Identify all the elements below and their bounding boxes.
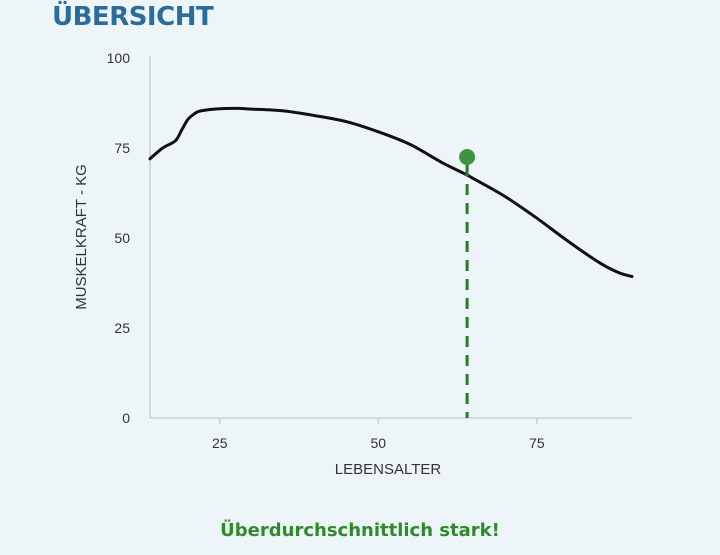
y-axis-label: MUSKELKRAFT - KG [73,164,90,310]
strength-chart: 0 25 50 75 100 25 50 75 MUSKELKRAFT - KG LEBEN… [73,50,634,478]
y-tick-label: 25 [114,320,130,336]
result-verdict: Überdurchschnittlich stark! [220,520,500,541]
x-tick-label: 25 [212,435,228,451]
page-title: ÜBERSICHT [52,2,214,32]
y-tick-label: 50 [114,230,130,246]
y-tick-label: 75 [114,140,130,156]
x-axis-label: LEBENSALTER [335,461,442,478]
y-tick-label: 0 [122,410,130,426]
x-tick-label: 50 [371,435,387,451]
x-tick-label: 75 [529,435,545,451]
strength-curve [148,106,634,278]
user-result-marker [459,149,476,165]
y-tick-label: 100 [107,50,131,66]
